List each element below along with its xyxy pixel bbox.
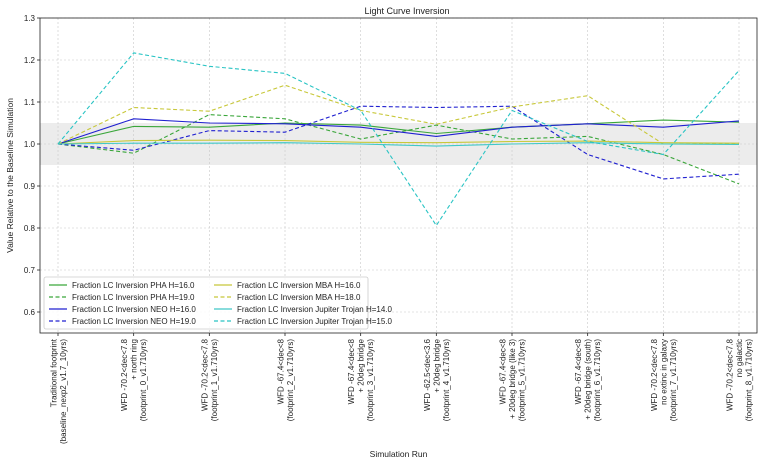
x-tick-label-line: + north ring (130, 339, 139, 380)
series-line-5 (57, 139, 740, 145)
legend-label: Fraction LC Inversion NEO H=16.0 (72, 305, 196, 314)
x-tick-label-line: + 20deg bridge (357, 338, 366, 392)
x-axis-label: Simulation Run (370, 449, 428, 459)
x-tick-label-line: WFD -67.4<dec<8 (574, 338, 583, 404)
x-tick-label-line: (baseline_nexp2_v1.7_10yrs) (59, 339, 68, 444)
series-line-1 (57, 119, 740, 145)
x-tick-label-line: + 20deg bridge (432, 338, 441, 392)
x-tick-label-line: WFD -67.4<dec<8 (276, 338, 285, 404)
x-tick-label: WFD -62.5<dec<3.6 + 20deg bridge (footprin… (423, 338, 451, 421)
x-tick-label-line: WFD -67.4<dec<8 (499, 338, 508, 404)
y-tick-label: 0.8 (24, 224, 36, 233)
x-tick-label-line: Traditional footprint (49, 338, 58, 407)
series-line-4 (57, 105, 740, 180)
legend-label: Fraction LC Inversion NEO H=19.0 (72, 317, 196, 326)
series-line-3 (57, 118, 740, 145)
y-tick-label: 0.6 (24, 308, 36, 317)
y-axis-label: Value Relative to the Baseline Simulatio… (5, 98, 15, 253)
x-tick-label-line: (footprint_4_v1.710yrs) (442, 339, 451, 422)
series-line-8 (57, 52, 740, 227)
legend-label: Fraction LC Inversion Jupiter Trojan H=1… (237, 317, 393, 326)
x-tick-label-line: no galactic (735, 339, 744, 377)
x-tick-label: WFD -70.2<dec<7.8 no extinc in galaxy (foo… (650, 338, 678, 421)
y-tick-label: 1.1 (24, 98, 36, 107)
x-tick-label-line: WFD -70.2<dec<7.8 (726, 338, 735, 411)
x-tick-label-line: (footprint_5_v1.710yrs) (518, 339, 527, 422)
y-tick-label: 1.0 (24, 140, 36, 149)
x-tick-label: WFD -67.4<dec<8 + 20deg bridge (like 3) (f… (499, 338, 527, 421)
x-tick-label-line: (footprint_8_v1.710yrs) (745, 339, 754, 422)
x-tick-label: WFD -70.2<dec<7.8 no galactic (footprint_8… (726, 338, 754, 421)
x-tick-label-line: (footprint_2_v1.710yrs) (286, 339, 295, 422)
x-tick-label: WFD -70.2<dec<7.8 + north ring (footprint_… (120, 338, 148, 421)
x-tick-label: WFD -67.4<dec<8 (footprint_2_v1.710yrs) (276, 338, 295, 421)
x-tick-label-line: WFD -70.2<dec<7.8 (201, 338, 210, 411)
x-axis-ticks: Traditional footprint (baseline_nexp2_v1.… (49, 333, 754, 444)
series-line-6 (57, 84, 739, 145)
y-tick-label: 0.7 (24, 266, 36, 275)
x-tick-label: WFD -70.2<dec<7.8 (footprint_1_v1.710yrs) (201, 338, 220, 421)
x-tick-label: Traditional footprint (baseline_nexp2_v1.… (49, 338, 68, 444)
x-tick-label-line: + 20deg bridge (like 3) (508, 339, 517, 419)
legend: Fraction LC Inversion PHA H=16.0 Fraction… (43, 276, 393, 330)
x-tick-label-line: WFD -67.4<dec<8 (347, 338, 356, 404)
chart-title: Light Curve Inversion (364, 6, 449, 16)
series-line-7 (57, 142, 740, 147)
x-tick-label-line: + 20deg bridge (south) (584, 339, 593, 420)
x-tick-label-line: no extinc in galaxy (659, 339, 668, 405)
legend-label: Fraction LC Inversion Jupiter Trojan H=1… (237, 305, 393, 314)
x-tick-label-line: (footprint_1_v1.710yrs) (210, 339, 219, 422)
legend-label: Fraction LC Inversion MBA H=16.0 (237, 281, 361, 290)
legend-label: Fraction LC Inversion MBA H=18.0 (237, 293, 361, 302)
x-tick-label: WFD -67.4<dec<8 + 20deg bridge (south) (fo… (574, 338, 602, 421)
x-tick-label-line: WFD -70.2<dec<7.8 (120, 338, 129, 411)
y-tick-label: 1.2 (24, 56, 36, 65)
x-tick-label: WFD -67.4<dec<8 + 20deg bridge (footprint_… (347, 338, 375, 421)
legend-label: Fraction LC Inversion PHA H=19.0 (72, 293, 195, 302)
plot-frame (39, 17, 758, 334)
series-lines (57, 52, 740, 227)
x-tick-label-line: (footprint_7_v1.710yrs) (669, 339, 678, 422)
x-tick-label-line: WFD -62.5<dec<3.6 (423, 338, 432, 411)
x-tick-label-line: (footprint_3_v1.710yrs) (366, 339, 375, 422)
x-tick-label-line: (footprint_6_v1.710yrs) (593, 339, 602, 422)
legend-box (43, 276, 369, 330)
y-axis-ticks: 0.6 0.7 0.8 0.9 1.0 1.1 1.2 1.3 (24, 14, 40, 317)
y-tick-label: 0.9 (24, 182, 36, 191)
legend-label: Fraction LC Inversion PHA H=16.0 (72, 281, 195, 290)
x-tick-label-line: WFD -70.2<dec<7.8 (650, 338, 659, 411)
y-tick-label: 1.3 (24, 14, 36, 23)
x-tick-label-line: (footprint_0_v1.710yrs) (139, 339, 148, 422)
